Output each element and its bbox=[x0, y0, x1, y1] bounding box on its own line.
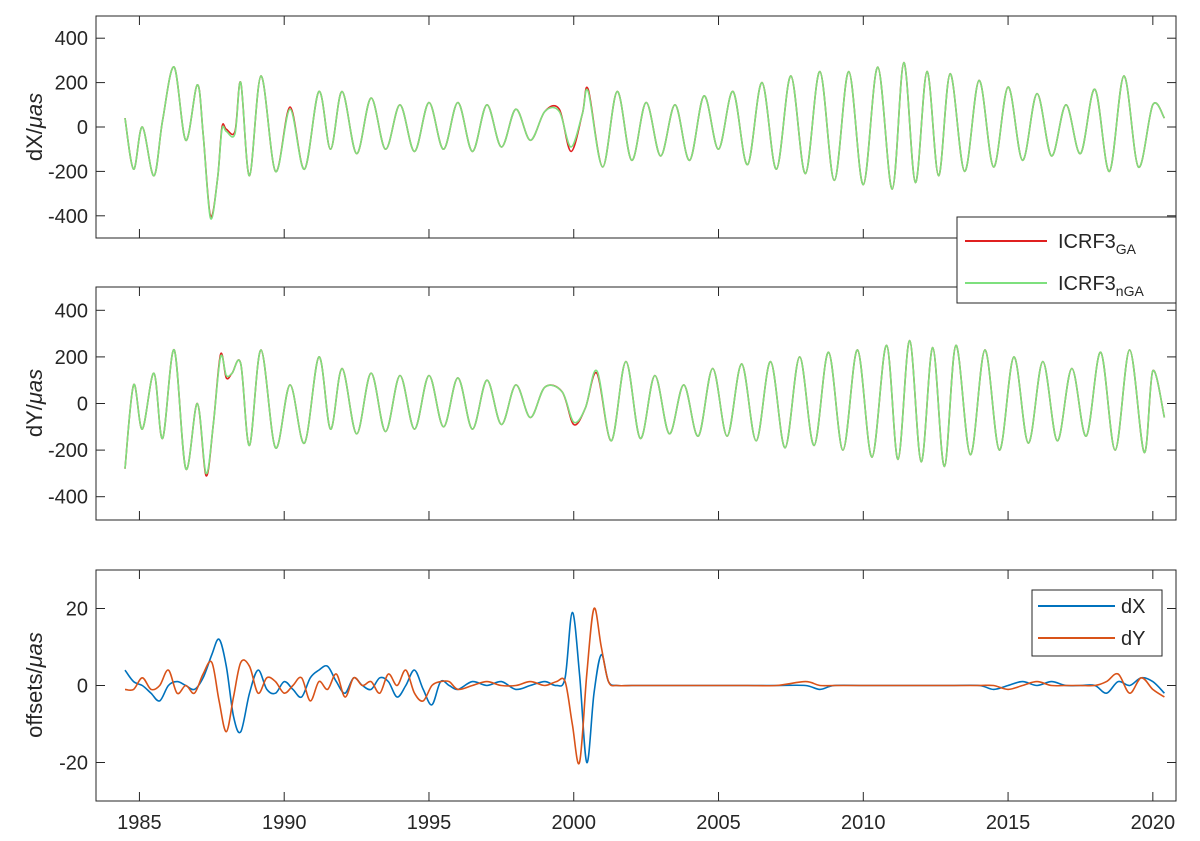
yticks-dy: -400 -200 0 200 400 bbox=[48, 287, 1176, 520]
series-line-dx-icrf3-nga bbox=[124, 61, 1166, 220]
legend-icrf3: ICRF3GA ICRF3nGA bbox=[956, 216, 1177, 304]
xtick-label-1: 1990 bbox=[262, 812, 307, 834]
legend-label-icrf3-ga: ICRF3GA bbox=[1058, 231, 1137, 257]
xtick-label-6: 2015 bbox=[986, 812, 1031, 834]
series-line-dy-icrf3-nga bbox=[124, 339, 1166, 475]
plot-frame-dy bbox=[95, 286, 1177, 521]
xticks-offsets: 1985 1990 1995 2000 2005 2010 2015 2020 bbox=[117, 570, 1175, 834]
legend-label-icrf3-nga: ICRF3nGA bbox=[1058, 273, 1144, 299]
legend-label-icrf3-ga-sub: GA bbox=[1116, 241, 1137, 257]
legend-label-icrf3-nga-main: ICRF3 bbox=[1058, 273, 1116, 295]
ytick-label-offsets-0: -20 bbox=[59, 753, 88, 775]
legend-label-dy: dY bbox=[1121, 628, 1145, 650]
xtick-label-5: 2010 bbox=[841, 812, 886, 834]
panel-dy: -400 -200 0 200 400 dY/μas bbox=[22, 286, 1177, 521]
legend-offsets-box bbox=[1031, 589, 1163, 657]
series-layer-offsets bbox=[124, 607, 1165, 765]
xtick-label-2: 1995 bbox=[407, 812, 452, 834]
legend-icrf3-box bbox=[956, 216, 1177, 304]
ylabel-dy: dY/μas bbox=[22, 369, 47, 437]
xtick-label-7: 2020 bbox=[1131, 812, 1176, 834]
ylabel-dx-main: dX/ bbox=[22, 127, 47, 161]
legend-label-dx: dX bbox=[1121, 596, 1145, 618]
xtick-label-0: 1985 bbox=[117, 812, 162, 834]
ytick-label-dy-1: -200 bbox=[48, 440, 88, 462]
ylabel-offsets-unit: μas bbox=[22, 632, 47, 668]
legend-offsets: dX dY bbox=[1031, 589, 1163, 657]
ylabel-dx-unit: μas bbox=[22, 93, 47, 129]
series-layer-dy bbox=[124, 339, 1166, 477]
ytick-label-dy-3: 200 bbox=[55, 347, 88, 369]
yticks-offsets: -20 0 20 bbox=[59, 599, 1176, 775]
ylabel-offsets: offsets/μas bbox=[22, 632, 47, 738]
ylabel-dy-unit: μas bbox=[22, 369, 47, 405]
ytick-label-dx-0: -400 bbox=[48, 206, 88, 228]
xtick-label-3: 2000 bbox=[551, 812, 596, 834]
ylabel-dx: dX/μas bbox=[22, 93, 47, 161]
plot-frame-dx bbox=[95, 15, 1177, 239]
ytick-label-dy-0: -400 bbox=[48, 487, 88, 509]
ytick-label-offsets-1: 0 bbox=[77, 676, 88, 698]
xtick-label-4: 2005 bbox=[696, 812, 741, 834]
legend-label-icrf3-nga-sub: nGA bbox=[1116, 283, 1145, 299]
series-line-offsets-dy bbox=[124, 607, 1165, 765]
ytick-label-offsets-2: 20 bbox=[66, 599, 88, 621]
ylabel-dy-main: dY/ bbox=[22, 403, 47, 437]
ytick-label-dx-2: 0 bbox=[77, 117, 88, 139]
yticks-dx: -400 -200 0 200 400 bbox=[48, 16, 1176, 238]
panel-dx: -400 -200 0 200 400 dX/μas bbox=[22, 15, 1177, 239]
ytick-label-dy-2: 0 bbox=[77, 394, 88, 416]
legend-label-icrf3-ga-main: ICRF3 bbox=[1058, 231, 1116, 253]
series-layer-dx bbox=[124, 61, 1166, 220]
ytick-label-dx-3: 200 bbox=[55, 73, 88, 95]
ytick-label-dy-4: 400 bbox=[55, 300, 88, 322]
ytick-label-dx-4: 400 bbox=[55, 28, 88, 50]
ytick-label-dx-1: -200 bbox=[48, 161, 88, 183]
ylabel-offsets-main: offsets/ bbox=[22, 667, 47, 738]
